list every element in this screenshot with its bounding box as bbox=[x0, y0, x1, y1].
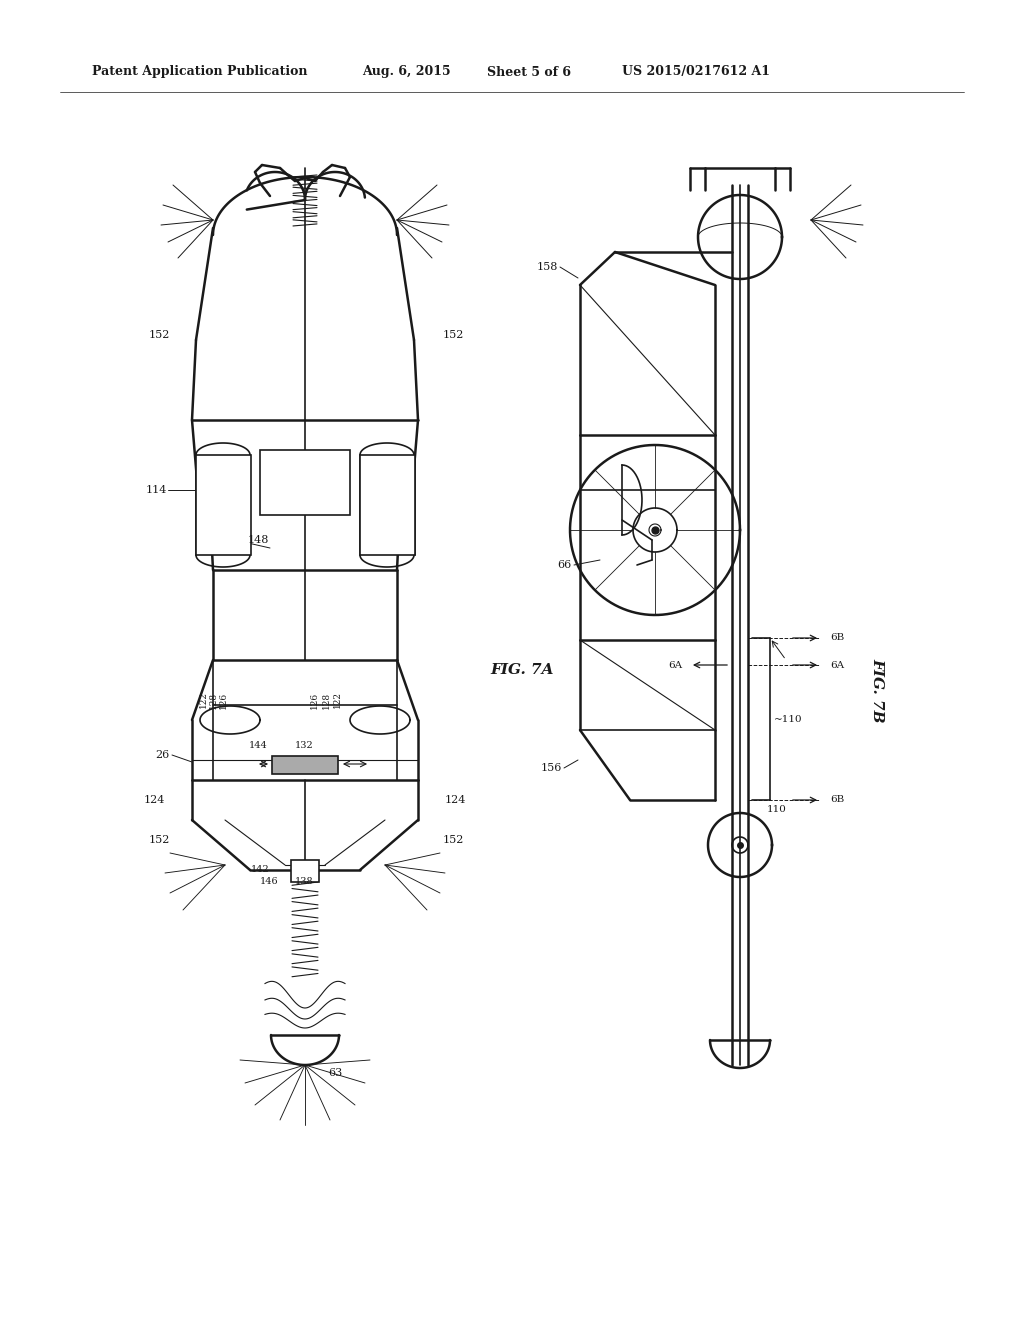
Text: 6B: 6B bbox=[830, 796, 844, 804]
Text: 128: 128 bbox=[322, 692, 331, 709]
Text: 114: 114 bbox=[145, 484, 167, 495]
Text: FIG. 7B: FIG. 7B bbox=[870, 657, 884, 722]
Text: 26: 26 bbox=[156, 750, 170, 760]
Text: Patent Application Publication: Patent Application Publication bbox=[92, 66, 307, 78]
Text: Sheet 5 of 6: Sheet 5 of 6 bbox=[487, 66, 571, 78]
Bar bbox=[291, 861, 319, 882]
Text: 152: 152 bbox=[443, 836, 464, 845]
Text: 144: 144 bbox=[249, 741, 268, 750]
Text: 152: 152 bbox=[148, 836, 170, 845]
Text: 6A: 6A bbox=[668, 660, 682, 669]
Text: 124: 124 bbox=[445, 795, 466, 805]
Text: 63: 63 bbox=[328, 1068, 342, 1078]
Bar bbox=[360, 455, 415, 554]
Text: 66: 66 bbox=[558, 560, 572, 570]
Bar bbox=[196, 455, 251, 554]
Text: 148: 148 bbox=[248, 535, 269, 545]
Text: 6B: 6B bbox=[830, 634, 844, 643]
Text: FIG. 7A: FIG. 7A bbox=[490, 663, 554, 677]
Bar bbox=[272, 756, 338, 774]
Text: 6A: 6A bbox=[830, 660, 844, 669]
Text: 124: 124 bbox=[143, 795, 165, 805]
Text: US 2015/0217612 A1: US 2015/0217612 A1 bbox=[622, 66, 770, 78]
Text: 152: 152 bbox=[443, 330, 464, 341]
Text: 132: 132 bbox=[295, 741, 313, 750]
Text: 122: 122 bbox=[333, 692, 342, 709]
Text: 152: 152 bbox=[148, 330, 170, 341]
Text: 126: 126 bbox=[219, 692, 228, 709]
Text: 156: 156 bbox=[541, 763, 562, 774]
Text: ~110: ~110 bbox=[774, 715, 803, 725]
Text: 158: 158 bbox=[537, 261, 558, 272]
Bar bbox=[260, 450, 350, 515]
Text: Aug. 6, 2015: Aug. 6, 2015 bbox=[362, 66, 451, 78]
Text: 110: 110 bbox=[767, 805, 786, 814]
Text: 122: 122 bbox=[199, 692, 208, 709]
Text: 146: 146 bbox=[259, 878, 278, 887]
Text: 126: 126 bbox=[310, 692, 319, 709]
Text: 128: 128 bbox=[209, 692, 218, 709]
Text: 138: 138 bbox=[295, 878, 313, 887]
Text: 142: 142 bbox=[251, 866, 270, 874]
